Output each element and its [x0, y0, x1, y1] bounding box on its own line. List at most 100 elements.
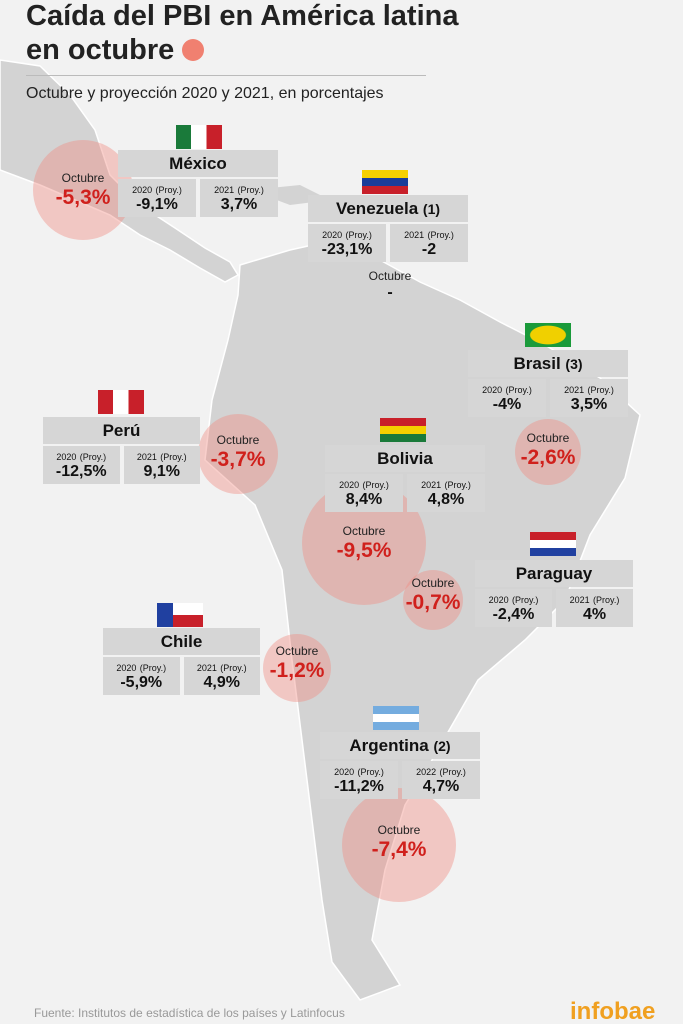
projection-value: -12,5% [55, 463, 107, 480]
flag [362, 170, 408, 194]
projection-box: 2021 (Proy.) 3,5% [550, 379, 628, 417]
projection-box: 2020 (Proy.) -4% [468, 379, 546, 417]
projection-year-line: 2020 (Proy.) [325, 477, 403, 491]
central-america [0, 59, 240, 283]
projection-year: 2021 [404, 230, 425, 240]
country-name-box: Venezuela (1) [308, 195, 468, 222]
flag [525, 323, 571, 347]
projection-box: 2020 (Proy.) -9,1% [118, 179, 196, 217]
country-name-box: Paraguay [475, 560, 633, 587]
projection-value: 8,4% [345, 491, 383, 508]
divider [26, 75, 426, 76]
country-name: Chile [160, 632, 203, 651]
projection-year: 2020 [116, 663, 137, 673]
projection-value: 4% [582, 606, 607, 623]
country-name: Brasil [513, 354, 561, 373]
october-label: Octubre [61, 171, 105, 185]
projection-value: 9,1% [143, 463, 180, 480]
projection-tag: (Proy.) [345, 230, 372, 240]
projection-value: 3,7% [220, 196, 258, 213]
country-name: Argentina [349, 736, 429, 755]
october-label: Octubre [275, 644, 319, 658]
projection-year: 2020 [334, 767, 355, 777]
projection-tag: (Proy.) [357, 767, 384, 777]
flag [157, 603, 203, 627]
projection-box: 2020 (Proy.) 8,4% [325, 474, 403, 512]
projection-box: 2021 (Proy.) 4,9% [183, 657, 261, 695]
projection-box: 2020 (Proy.) -23,1% [308, 224, 386, 262]
projection-box: 2020 (Proy.) -12,5% [43, 446, 120, 484]
projection-box: 2021 (Proy.) 3,7% [200, 179, 278, 217]
october-value: -1,2% [269, 659, 325, 682]
projection-year-line: 2020 (Proy.) [118, 182, 196, 196]
projection-value: -2 [421, 241, 437, 258]
country-note: (1) [422, 201, 441, 217]
projection-box: 2021 (Proy.) 4,8% [407, 474, 485, 512]
projection-year-line: 2021 (Proy.) [200, 182, 278, 196]
projection-tag: (Proy.) [439, 767, 466, 777]
projection-box: 2020 (Proy.) -5,9% [103, 657, 180, 695]
country-name-box: México [118, 150, 278, 177]
projection-tag: (Proy.) [79, 452, 107, 462]
projection-year-line: 2021 (Proy.) [184, 660, 261, 674]
projection-year: 2021 [136, 452, 157, 462]
projection-tag: (Proy.) [505, 385, 532, 395]
projection-year-line: 2020 (Proy.) [103, 660, 180, 674]
projection-year-line: 2020 (Proy.) [468, 382, 546, 396]
projection-tag: (Proy.) [139, 663, 167, 673]
projection-year: 2020 [482, 385, 503, 395]
projection-year-line: 2021 (Proy.) [550, 382, 628, 396]
country-name: Bolivia [377, 449, 433, 468]
projection-box: 2022 (Proy.) 4,7% [402, 761, 480, 799]
projection-tag: (Proy.) [427, 230, 454, 240]
october-label: Octubre [368, 269, 412, 283]
projection-year-line: 2020 (Proy.) [320, 764, 398, 778]
projection-tag: (Proy.) [237, 185, 264, 195]
projection-tag: (Proy.) [512, 595, 539, 605]
title-line: Caída del PBI en América latina [26, 0, 459, 32]
projection-year-line: 2020 (Proy.) [308, 227, 386, 241]
country-name: México [169, 154, 227, 173]
flag [373, 706, 419, 730]
country-name: Paraguay [515, 564, 593, 583]
logo: infobae [570, 998, 656, 1024]
october-circle [198, 414, 278, 494]
projection-year: 2020 [322, 230, 343, 240]
title-line: en octubre [26, 34, 205, 67]
october-circle [515, 419, 581, 485]
projection-year: 2020 [56, 452, 77, 462]
projection-year: 2020 [339, 480, 360, 490]
projection-tag: (Proy.) [220, 663, 247, 673]
october-label: Octubre [216, 433, 260, 447]
projection-box: 2021 (Proy.) 4% [556, 589, 633, 627]
country-name-box: Brasil (3) [468, 350, 628, 377]
country-name: Venezuela [335, 199, 419, 218]
projection-year: 2021 [196, 663, 217, 673]
country-name-box: Perú [43, 417, 200, 444]
title-dot [182, 39, 205, 61]
october-value: -7,4% [371, 838, 427, 861]
projection-value: -2,4% [492, 606, 535, 623]
projection-box: 2020 (Proy.) -11,2% [320, 761, 398, 799]
country-name-box: Chile [103, 628, 260, 655]
projection-tag: (Proy.) [587, 385, 614, 395]
projection-tag: (Proy.) [444, 480, 471, 490]
source: Fuente: Institutos de estadística de los… [34, 1006, 345, 1020]
country-name-box: Bolivia [325, 445, 485, 472]
october-circle [342, 788, 456, 902]
projection-tag: (Proy.) [160, 452, 187, 462]
projection-year-line: 2021 (Proy.) [407, 477, 485, 491]
country-note: (2) [433, 738, 451, 754]
projection-value: -5,9% [120, 674, 163, 691]
october-circle [403, 570, 463, 630]
october-value: -0,7% [405, 591, 461, 614]
october-value: -5,3% [55, 186, 111, 209]
country-name-box: Argentina (2) [320, 732, 480, 759]
october-label: Octubre [377, 823, 421, 837]
projection-value: 4,9% [203, 674, 240, 691]
projection-year: 2021 [214, 185, 235, 195]
projection-year-line: 2022 (Proy.) [402, 764, 480, 778]
projection-value: -4% [492, 396, 522, 413]
projection-year: 2021 [421, 480, 442, 490]
country-name: Perú [102, 421, 141, 440]
